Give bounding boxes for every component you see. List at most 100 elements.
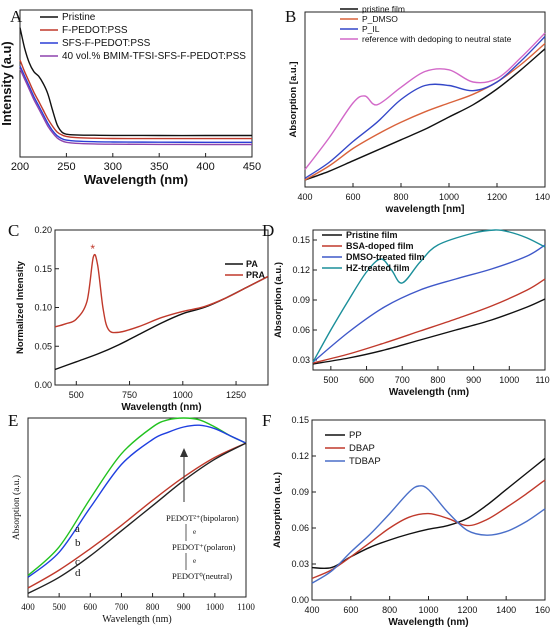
x-axis-label: Wavelength (nm) <box>388 617 468 628</box>
mechanism-text: PEDOT²⁺(bipolaron) <box>166 513 239 523</box>
x-tick-label: 900 <box>177 602 191 612</box>
legend-label: Pristine film <box>346 230 398 240</box>
x-axis-label: wavelength [nm] <box>385 204 465 215</box>
curve-label: d <box>75 567 81 579</box>
chart-panel-b: B 400 600 800 1000 1200 1400 wavelength [nm] Abs… <box>285 4 550 215</box>
mechanism-text: PEDOT⁺(polaron) <box>172 542 236 552</box>
x-tick-label: 700 <box>395 375 410 385</box>
series-line-40-vol-bmim-tfsi-sfs-f-pedot-pss <box>19 68 252 146</box>
peak-marker: * <box>90 242 95 256</box>
series-line-b <box>27 424 247 578</box>
x-tick-label: 1400 <box>496 605 516 615</box>
y-tick-label: 0.12 <box>291 451 309 461</box>
legend-item: pristine film <box>340 4 405 14</box>
panel-letter: D <box>262 221 274 240</box>
series-line-bsa-doped-film <box>312 278 546 364</box>
legend-label: SFS-F-PEDOT:PSS <box>62 38 151 49</box>
x-tick-label: 1000 <box>173 390 193 400</box>
series-line-pra <box>54 253 269 334</box>
y-axis-label: Absorption (a.u.) <box>11 475 22 540</box>
legend-label: 40 vol.% BMIM-TFSI-SFS-F-PEDOT:PSS <box>62 51 246 62</box>
chart-panel-c: C 500 750 1000 1250 0.00 0.05 0.10 0.15 0.20 Wavel… <box>8 221 269 413</box>
series-line-f-pedot-pss <box>19 59 252 140</box>
legend-label: PA <box>246 259 258 269</box>
mechanism-text: e <box>193 557 196 565</box>
y-tick-label: 0.00 <box>34 380 52 390</box>
y-tick-label: 0.10 <box>34 303 52 313</box>
x-tick-label: 1000 <box>439 192 459 202</box>
curve-label: b <box>75 537 81 549</box>
legend-label: PRA <box>246 270 266 280</box>
legend-item: Pristine film <box>322 230 398 240</box>
legend-label: HZ-treated film <box>346 263 410 273</box>
x-tick-label: 1400 <box>535 192 550 202</box>
x-tick-label: 800 <box>393 192 408 202</box>
x-tick-label: 600 <box>345 192 360 202</box>
legend-label: reference with dedoping to neutral state <box>362 34 512 44</box>
y-tick-label: 0.00 <box>291 595 309 605</box>
y-tick-label: 0.15 <box>291 415 309 425</box>
x-tick-label: 1200 <box>487 192 507 202</box>
x-tick-label: 750 <box>122 390 137 400</box>
curve-label: a <box>75 523 80 535</box>
x-tick-label: 1250 <box>226 390 246 400</box>
x-tick-label: 600 <box>343 605 358 615</box>
legend-label: DBAP <box>349 443 375 454</box>
x-tick-label: 1100 <box>237 602 255 612</box>
x-tick-label: 200 <box>11 161 29 173</box>
y-axis-label: Absorption (a.u.) <box>273 262 284 338</box>
legend-item: Pristine <box>40 12 96 23</box>
chart-panel-d: D 500 600 700 800 900 1000 1100 0.03 0.06 0.09 0.12… <box>262 221 550 398</box>
y-axis-label: Absorption (a.u.) <box>272 472 283 548</box>
chart-panel-e: E 400 500 600 700 800 900 1000 1100 Wavelength (n… <box>8 411 255 625</box>
x-tick-label: 600 <box>359 375 374 385</box>
y-tick-label: 0.15 <box>34 264 52 274</box>
x-axis-label: Wavelength (nm) <box>389 387 469 398</box>
x-tick-label: 400 <box>297 192 312 202</box>
legend-item: P_IL <box>340 24 380 34</box>
plot-frame <box>27 417 247 598</box>
x-axis-label: Wavelength (nm) <box>84 172 188 187</box>
x-tick-label: 800 <box>430 375 445 385</box>
series-line-reference-with-dedoping-to-neutral-state <box>304 32 546 170</box>
x-tick-label: 400 <box>304 605 319 615</box>
y-tick-label: 0.09 <box>291 487 309 497</box>
series-line-pristine-film <box>304 48 546 181</box>
legend-item: DMSO-treated film <box>322 252 425 262</box>
legend-item: TDBAP <box>325 456 381 467</box>
panel-letter: F <box>262 411 271 430</box>
legend-label: DMSO-treated film <box>346 252 425 262</box>
x-tick-label: 400 <box>196 161 214 173</box>
y-tick-label: 0.12 <box>292 265 310 275</box>
mechanism-text: e <box>193 528 196 536</box>
x-tick-label: 500 <box>323 375 338 385</box>
x-tick-label: 1000 <box>418 605 438 615</box>
legend-label: Pristine <box>62 12 96 23</box>
x-tick-label: 600 <box>84 602 98 612</box>
legend-item: SFS-F-PEDOT:PSS <box>40 38 151 49</box>
x-tick-label: 900 <box>466 375 481 385</box>
mechanism-text: PEDOT⁰(neutral) <box>172 571 232 581</box>
x-tick-label: 500 <box>69 390 84 400</box>
panel-letter: C <box>8 221 19 240</box>
y-tick-label: 0.06 <box>291 523 309 533</box>
legend-item: PA <box>225 259 258 269</box>
legend-item: PP <box>325 430 362 441</box>
x-tick-label: 450 <box>243 161 261 173</box>
x-tick-label: 250 <box>57 161 75 173</box>
y-tick-label: 0.09 <box>292 295 310 305</box>
legend-item: DBAP <box>325 443 375 454</box>
series-line-pristine-film <box>312 298 546 365</box>
x-axis-label: Wavelength (nm) <box>121 402 201 413</box>
x-tick-label: 800 <box>146 602 160 612</box>
x-tick-label: 700 <box>115 602 129 612</box>
legend-label: pristine film <box>362 4 405 14</box>
legend-item: PRA <box>225 270 266 280</box>
arrow-head <box>180 448 188 457</box>
y-axis-label: Normalized Intensity <box>15 260 26 354</box>
y-axis-label: Absorption [a.u.] <box>288 62 299 138</box>
series-line-tdbap <box>311 485 546 584</box>
